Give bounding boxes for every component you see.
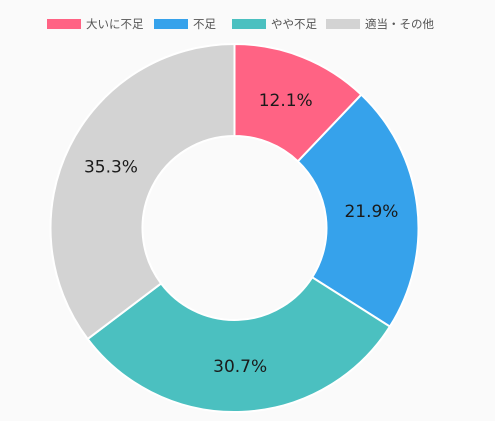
slice-2[interactable] <box>296 93 420 328</box>
legend-swatch-2[interactable] <box>154 19 188 29</box>
slice-value-label-4: 35.3% <box>84 158 138 178</box>
legend-swatch-1[interactable] <box>47 19 81 29</box>
slice-value-label-3: 30.7% <box>213 357 267 377</box>
legend-label-2[interactable]: 不足 <box>193 17 216 31</box>
slice-value-labels: 12.1% 21.9% 30.7% 35.3% <box>84 91 399 377</box>
slice-value-label-1: 12.1% <box>259 91 313 111</box>
legend-label-3[interactable]: やや不足 <box>271 17 317 31</box>
doughnut-slices <box>49 42 420 413</box>
legend-label-4[interactable]: 適当・その他 <box>365 17 434 31</box>
slice-3[interactable] <box>86 275 392 413</box>
slice-value-label-2: 21.9% <box>344 202 398 222</box>
legend-swatch-3[interactable] <box>232 19 266 29</box>
slice-4[interactable] <box>49 42 236 341</box>
legend-label-1[interactable]: 大いに不足 <box>86 17 144 31</box>
legend-swatch-4[interactable] <box>326 19 360 29</box>
legend: 大いに不足 不足 やや不足 適当・その他 <box>47 17 434 31</box>
